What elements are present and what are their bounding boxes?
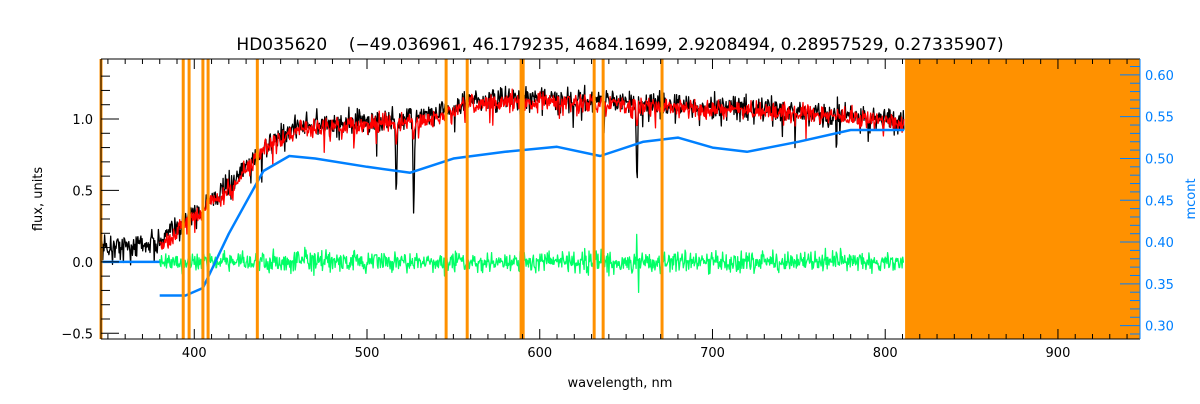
x-tick-label: 800 bbox=[873, 346, 898, 361]
y-tick-label: 0.5 bbox=[72, 184, 93, 199]
y2-tick-label: 0.40 bbox=[1145, 236, 1174, 251]
masked-line bbox=[206, 59, 210, 339]
masked-line bbox=[187, 59, 191, 339]
series-model bbox=[159, 88, 905, 250]
masked-line bbox=[521, 59, 525, 339]
masked-line bbox=[255, 59, 259, 339]
x-tick-label: 700 bbox=[700, 346, 725, 361]
y2-tick-label: 0.45 bbox=[1145, 194, 1174, 209]
y2-tick-label: 0.35 bbox=[1145, 278, 1174, 293]
x-tick-label: 400 bbox=[182, 346, 207, 361]
y-axis-label: flux, units bbox=[31, 167, 46, 232]
y2-tick-label: 0.55 bbox=[1145, 111, 1174, 126]
y2-tick-label: 0.50 bbox=[1145, 152, 1174, 167]
masked-line bbox=[444, 59, 448, 339]
x-axis-label: wavelength, nm bbox=[568, 376, 673, 391]
y2-tick-label: 0.60 bbox=[1145, 69, 1174, 84]
x-tick-label: 500 bbox=[355, 346, 380, 361]
masked-line bbox=[465, 59, 469, 339]
masked-line bbox=[660, 59, 664, 339]
chart-title: HD035620 (−49.036961, 46.179235, 4684.16… bbox=[236, 35, 1003, 55]
series-residual bbox=[159, 233, 905, 294]
y-tick-label: −0.5 bbox=[61, 327, 93, 342]
masked-line bbox=[201, 59, 205, 339]
y-tick-label: 1.0 bbox=[72, 113, 93, 128]
y2-tick-label: 0.30 bbox=[1145, 320, 1174, 335]
x-tick-label: 900 bbox=[1046, 346, 1071, 361]
masked-line bbox=[592, 59, 596, 339]
x-tick-label: 600 bbox=[527, 346, 552, 361]
masked-line bbox=[519, 59, 523, 339]
series-mcont bbox=[159, 128, 905, 297]
y2-axis-label: mcont bbox=[1184, 178, 1199, 219]
masked-region bbox=[905, 59, 1140, 339]
masked-line bbox=[601, 59, 605, 339]
masked-line bbox=[181, 59, 185, 339]
y-tick-label: 0.0 bbox=[72, 256, 93, 271]
plot-area: 400 500 600 700 800 900 −0.5 0.0 0.5 1.0 0.30 0.35 0… bbox=[61, 58, 1174, 361]
